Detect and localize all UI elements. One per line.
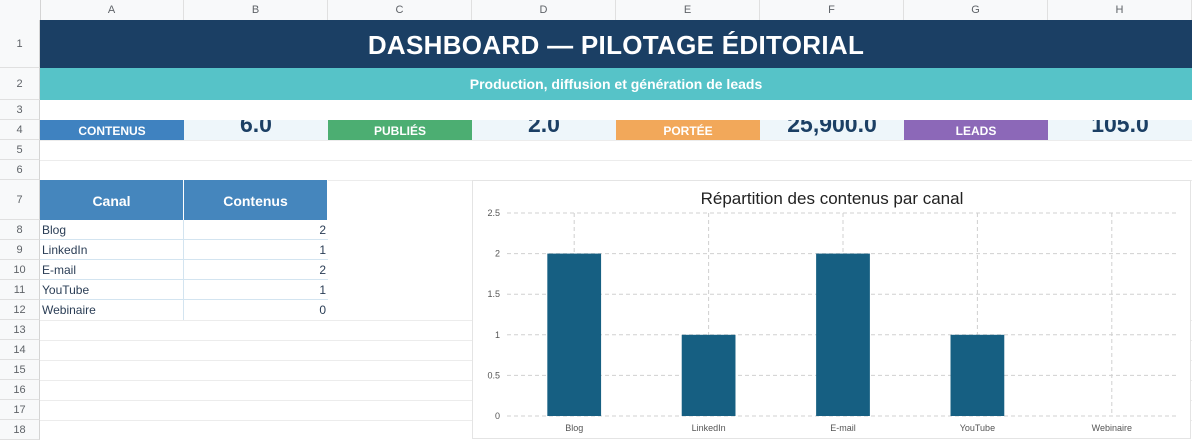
bar-chart[interactable]: Répartition des contenus par canal 0 0.5 1… [472, 180, 1191, 439]
table-cell-contenus[interactable]: 0 [319, 303, 326, 317]
row-header-18[interactable]: 18 [0, 420, 40, 440]
kpi-label-portee[interactable]: PORTÉE [616, 120, 760, 140]
chart-bar [950, 334, 1005, 416]
row-header-17[interactable]: 17 [0, 400, 40, 420]
table-cell-canal[interactable]: E-mail [40, 260, 184, 280]
row-header-8[interactable]: 8 [0, 220, 40, 240]
column-header-e[interactable]: E [616, 0, 760, 20]
row-header-12[interactable]: 12 [0, 300, 40, 320]
column-header-c[interactable]: C [328, 0, 472, 20]
column-header-d[interactable]: D [472, 0, 616, 20]
kpi-value-contenus: 6.0 [240, 120, 272, 137]
table-cell-canal[interactable]: Webinaire [40, 300, 184, 320]
chart-canvas: Répartition des contenus par canal 0 0.5 1… [487, 189, 1179, 433]
kpi-label-publies[interactable]: PUBLIÉS [328, 120, 472, 140]
y-tick-label: 0 [495, 411, 500, 421]
table-header-contenus[interactable]: Contenus [184, 180, 328, 220]
kpi-label-contenus[interactable]: CONTENUS [40, 120, 184, 140]
chart-bar [547, 253, 602, 416]
gridline [40, 140, 1192, 141]
row-header-10[interactable]: 10 [0, 260, 40, 280]
kpi-label-leads[interactable]: LEADS [904, 120, 1048, 140]
column-header-f[interactable]: F [760, 0, 904, 20]
y-tick-label: 0.5 [487, 370, 500, 380]
chart-bar [816, 253, 870, 416]
row-header-4[interactable]: 4 [0, 120, 40, 140]
kpi-cell-leads[interactable]: 105.0 [1048, 120, 1192, 140]
kpi-cell-contenus[interactable]: 6.0 [184, 120, 328, 140]
row-header-9[interactable]: 9 [0, 240, 40, 260]
x-tick-label: LinkedIn [692, 423, 726, 433]
row-header-7[interactable]: 7 [0, 180, 40, 220]
row-header-14[interactable]: 14 [0, 340, 40, 360]
row-header-1[interactable]: 1 [0, 20, 40, 68]
table-cell-canal[interactable]: YouTube [40, 280, 184, 300]
y-tick-label: 2.5 [487, 208, 500, 218]
chart-title: Répartition des contenus par canal [701, 189, 964, 208]
kpi-cell-publies[interactable]: 2.0 [472, 120, 616, 140]
column-header-a[interactable]: A [40, 0, 184, 20]
y-tick-label: 1.5 [487, 289, 500, 299]
table-cell-contenus[interactable]: 1 [184, 240, 328, 260]
kpi-value-leads: 105.0 [1091, 120, 1149, 137]
column-header-g[interactable]: G [904, 0, 1048, 20]
row-header-16[interactable]: 16 [0, 380, 40, 400]
table-cell-canal[interactable]: Blog [40, 220, 184, 240]
table-header-canal[interactable]: Canal [40, 180, 184, 220]
kpi-cell-portee[interactable]: 25,900.0 [760, 120, 904, 140]
row-header-15[interactable]: 15 [0, 360, 40, 380]
dashboard-title: DASHBOARD — PILOTAGE ÉDITORIAL [40, 20, 1192, 68]
row-header-5[interactable]: 5 [0, 140, 40, 160]
table-cell-canal[interactable]: LinkedIn [40, 240, 184, 260]
kpi-value-portee: 25,900.0 [787, 120, 877, 137]
gridline [40, 160, 1192, 161]
dashboard-subtitle: Production, diffusion et génération de l… [40, 68, 1192, 100]
table-cell-contenus[interactable]: 1 [184, 280, 328, 300]
row-header-6[interactable]: 6 [0, 160, 40, 180]
y-tick-label: 2 [495, 249, 500, 259]
x-tick-label: Blog [565, 423, 583, 433]
table-cell-contenus[interactable]: 2 [184, 260, 328, 280]
kpi-value-publies: 2.0 [528, 120, 560, 137]
row-header-11[interactable]: 11 [0, 280, 40, 300]
row-header-2[interactable]: 2 [0, 68, 40, 100]
column-header-b[interactable]: B [184, 0, 328, 20]
x-tick-label: YouTube [960, 423, 995, 433]
column-header-h[interactable]: H [1048, 0, 1192, 20]
table-cell-contenus[interactable]: 2 [184, 220, 328, 240]
row-header-13[interactable]: 13 [0, 320, 40, 340]
select-all-corner[interactable] [0, 0, 41, 20]
x-tick-label: E-mail [830, 423, 856, 433]
x-tick-label: Webinaire [1092, 423, 1132, 433]
y-tick-label: 1 [495, 330, 500, 340]
row-header-3[interactable]: 3 [0, 100, 40, 120]
chart-bar [681, 334, 736, 416]
